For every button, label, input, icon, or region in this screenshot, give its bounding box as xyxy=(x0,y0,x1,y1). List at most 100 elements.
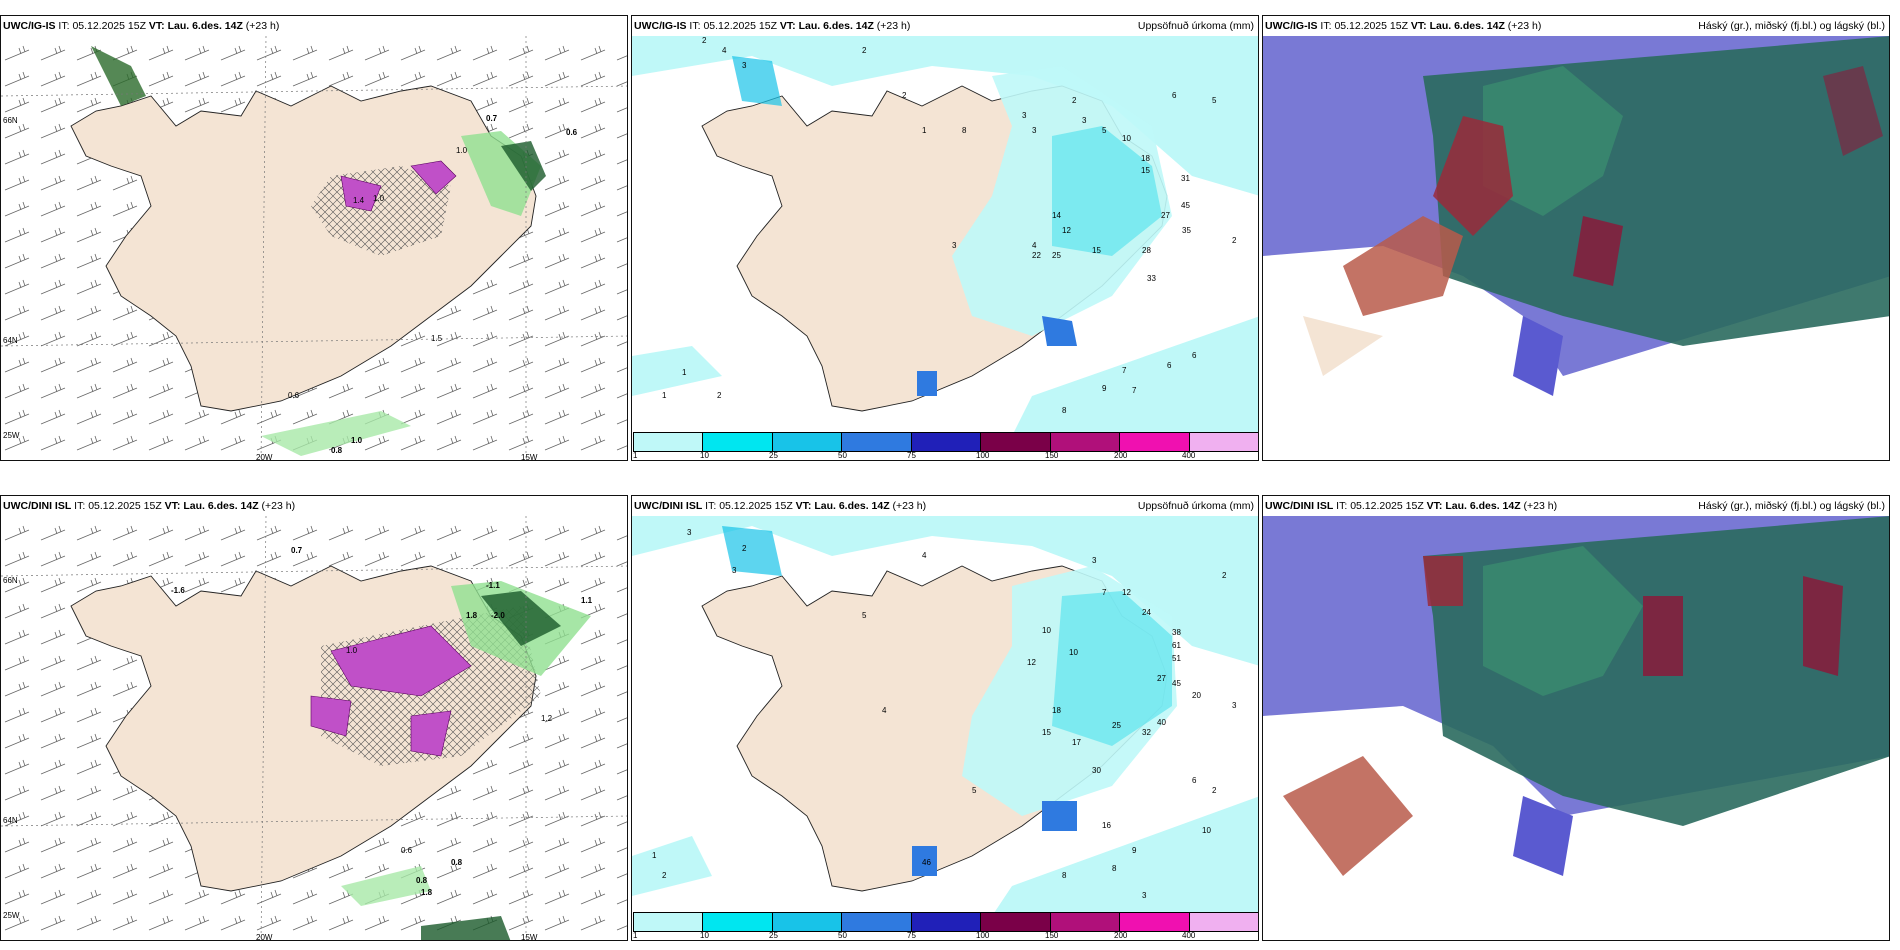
ice-value: 0.8 xyxy=(451,858,463,867)
precip-value: 12 xyxy=(1062,226,1071,235)
precip-value: 3 xyxy=(687,528,692,537)
precip-value: 4 xyxy=(722,46,727,55)
ice-value: 1.4 xyxy=(353,196,365,205)
panel-header: UWC/DINI ISL IT: 05.12.2025 15Z VT: Lau.… xyxy=(634,500,927,512)
precip-value: 6 xyxy=(1192,351,1197,360)
precip-value: 45 xyxy=(1172,679,1181,688)
colorbar-tick: 10 xyxy=(700,451,709,460)
panel-bottom-left: UWC/DINI ISL IT: 05.12.2025 15Z VT: Lau.… xyxy=(0,495,628,941)
precip-value: 10 xyxy=(1122,134,1131,143)
map-canvas xyxy=(1,515,627,940)
axis-label-20w: 20W xyxy=(256,453,273,461)
ice-value: 0.8 xyxy=(331,446,343,455)
precip-value: 61 xyxy=(1172,641,1181,650)
precip-value: 18 xyxy=(1052,706,1061,715)
ice-value: 1.0 xyxy=(346,646,358,655)
axis-label-15w: 15W xyxy=(521,933,538,941)
precip-value: 3 xyxy=(1092,556,1097,565)
panel-top-right: UWC/IG-IS IT: 05.12.2025 15Z VT: Lau. 6.… xyxy=(1262,15,1890,461)
panel-header: UWC/DINI ISL IT: 05.12.2025 15Z VT: Lau.… xyxy=(1265,500,1558,512)
precip-value: 28 xyxy=(1142,246,1151,255)
panel-title-right: Uppsöfnuð úrkoma (mm) xyxy=(1137,20,1254,32)
precip-value: 9 xyxy=(1102,384,1107,393)
precip-value: 25 xyxy=(1112,721,1121,730)
map-canvas xyxy=(1,35,627,460)
axis-label-25w: 25W xyxy=(3,431,20,440)
axis-label-64n: 64N xyxy=(3,816,18,825)
colorbar-tick: 10 xyxy=(700,931,709,940)
precip-value: 15 xyxy=(1042,728,1051,737)
precip-value: 15 xyxy=(1141,166,1150,175)
colorbar-tick: 400 xyxy=(1182,451,1196,460)
precip-colorbar xyxy=(633,912,1258,932)
precip-value: 2 xyxy=(902,91,907,100)
map-canvas xyxy=(632,516,1258,916)
colorbar-tick: 100 xyxy=(976,451,990,460)
precip-value: 5 xyxy=(972,786,977,795)
panel-top-middle: UWC/IG-IS IT: 05.12.2025 15Z VT: Lau. 6.… xyxy=(631,15,1259,461)
precip-value: 15 xyxy=(1092,246,1101,255)
precip-value: 6 xyxy=(1172,91,1177,100)
axis-label-64n: 64N xyxy=(3,336,18,345)
precip-value: 40 xyxy=(1157,718,1166,727)
map-canvas xyxy=(632,36,1258,436)
colorbar-tick: 75 xyxy=(907,931,916,940)
precip-value: 8 xyxy=(1062,406,1067,415)
precip-value: 45 xyxy=(1181,201,1190,210)
panel-header: UWC/IG-IS IT: 05.12.2025 15Z VT: Lau. 6.… xyxy=(1265,20,1542,32)
precip-value: 30 xyxy=(1092,766,1101,775)
precip-value: 2 xyxy=(1222,571,1227,580)
colorbar-tick: 1 xyxy=(633,931,638,940)
ice-value: -2.0 xyxy=(491,611,505,620)
ice-value: 1.2 xyxy=(541,714,553,723)
precip-colorbar xyxy=(633,432,1258,452)
panel-title-right: Háský (gr.), miðský (fj.bl.) og lágský (… xyxy=(1698,20,1885,32)
panel-header: UWC/IG-IS IT: 05.12.2025 15Z VT: Lau. 6.… xyxy=(3,20,280,32)
precip-value: 1 xyxy=(662,391,667,400)
ice-value: 0.6 xyxy=(566,128,578,137)
precip-value: 2 xyxy=(742,544,747,553)
precip-value: 12 xyxy=(1122,588,1131,597)
precip-value: 10 xyxy=(1042,626,1051,635)
colorbar-tick: 200 xyxy=(1114,931,1128,940)
colorbar-tick: 150 xyxy=(1045,451,1059,460)
precip-value: 5 xyxy=(1212,96,1217,105)
panel-bottom-middle: UWC/DINI ISL IT: 05.12.2025 15Z VT: Lau.… xyxy=(631,495,1259,941)
precip-value: 24 xyxy=(1142,608,1151,617)
map-canvas xyxy=(1263,36,1889,460)
precip-value: 3 xyxy=(742,61,747,70)
precip-value: 1 xyxy=(922,126,927,135)
precip-value: 3 xyxy=(1032,126,1037,135)
colorbar-tick: 100 xyxy=(976,931,990,940)
precip-value: 2 xyxy=(1232,236,1237,245)
precip-value: 8 xyxy=(962,126,967,135)
ice-value: 0.6 xyxy=(288,391,300,400)
precip-value: 51 xyxy=(1172,654,1181,663)
colorbar-tick: 25 xyxy=(769,931,778,940)
ice-value: 1.1 xyxy=(581,596,593,605)
precip-value: 46 xyxy=(922,858,931,867)
ice-value: 1.0 xyxy=(373,194,385,203)
precip-value: 2 xyxy=(862,46,867,55)
precip-value: 1 xyxy=(652,851,657,860)
precip-value: 25 xyxy=(1052,251,1061,260)
precip-value: 7 xyxy=(1102,588,1107,597)
colorbar-tick: 1 xyxy=(633,451,638,460)
ice-value: 1.0 xyxy=(351,436,363,445)
precip-value: 18 xyxy=(1141,154,1150,163)
precip-value: 4 xyxy=(1032,241,1037,250)
precip-value: 9 xyxy=(1132,846,1137,855)
colorbar-tick: 150 xyxy=(1045,931,1059,940)
colorbar-tick: 200 xyxy=(1114,451,1128,460)
precip-value: 27 xyxy=(1161,211,1170,220)
precip-value: 1 xyxy=(682,368,687,377)
ice-value: 1.8 xyxy=(466,611,478,620)
ice-value: 0.6 xyxy=(401,846,413,855)
precip-value: 27 xyxy=(1157,674,1166,683)
axis-label-25w: 25W xyxy=(3,911,20,920)
ice-value: 0.7 xyxy=(291,546,303,555)
precip-value: 22 xyxy=(1032,251,1041,260)
precip-value: 2 xyxy=(702,36,707,45)
precip-value: 8 xyxy=(1112,864,1117,873)
precip-value: 8 xyxy=(1062,871,1067,880)
